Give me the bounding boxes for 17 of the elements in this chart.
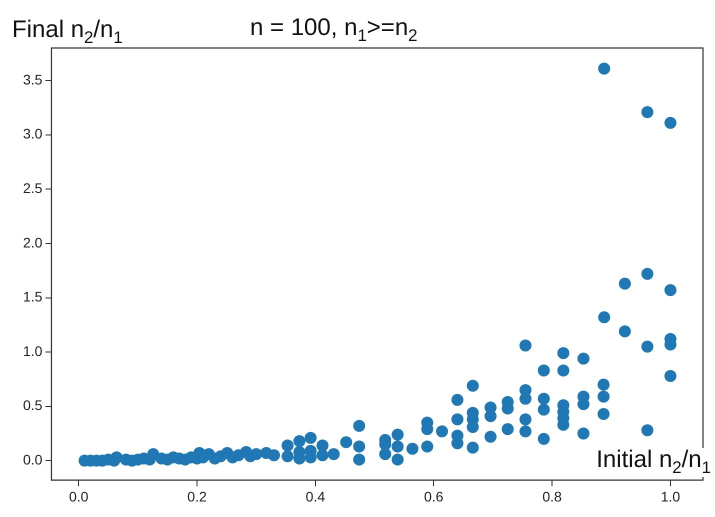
y-axis-title: Final n$_{2}$/n$_{1}$ (12, 16, 123, 47)
y-tick-label: 2.0 (22, 234, 43, 250)
y-tick-label: 1.5 (22, 288, 43, 305)
y-tick-label: 2.5 (22, 180, 43, 196)
x-tick-label: 0.8 (542, 488, 562, 504)
x-axis-title: Initial n$_{2}$/n$_{1}$ (596, 446, 711, 477)
chart-title: n = 100, n$_{1}$>=n$_{2}$ (250, 14, 418, 45)
x-tick-label: 0.0 (68, 488, 89, 504)
y-tick-label: 3.0 (22, 126, 43, 142)
y-tick-label: 0.0 (22, 452, 43, 468)
x-tick-label: 0.4 (306, 488, 326, 504)
x-tick-label: 0.6 (424, 488, 444, 504)
y-tick-label: 1.0 (22, 342, 43, 359)
x-tick-label: 0.2 (187, 488, 207, 504)
x-tick-label: 1.0 (660, 488, 680, 504)
y-tick-label: 0.5 (22, 397, 43, 414)
y-tick-label: 3.5 (22, 71, 43, 88)
